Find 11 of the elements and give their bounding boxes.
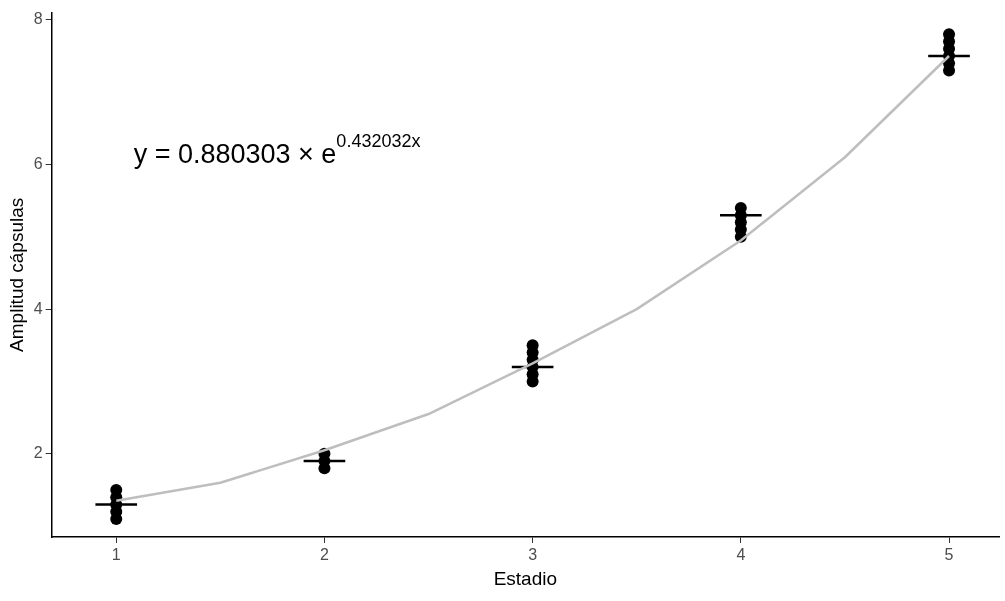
y-tick-label: 8 bbox=[33, 10, 43, 28]
x-tick-label: 5 bbox=[944, 546, 954, 564]
y-tick-label: 2 bbox=[33, 444, 43, 462]
x-tick-label: 4 bbox=[736, 546, 746, 564]
x-axis-title: Estadio bbox=[493, 567, 558, 589]
y-tick-label: 4 bbox=[33, 299, 43, 317]
x-tick-label: 2 bbox=[319, 546, 329, 564]
y-axis-title: Amplitud cápsulas bbox=[5, 197, 27, 352]
x-tick-label: 1 bbox=[111, 546, 121, 564]
y-tick-label: 6 bbox=[33, 154, 43, 172]
x-tick-label: 3 bbox=[528, 546, 538, 564]
